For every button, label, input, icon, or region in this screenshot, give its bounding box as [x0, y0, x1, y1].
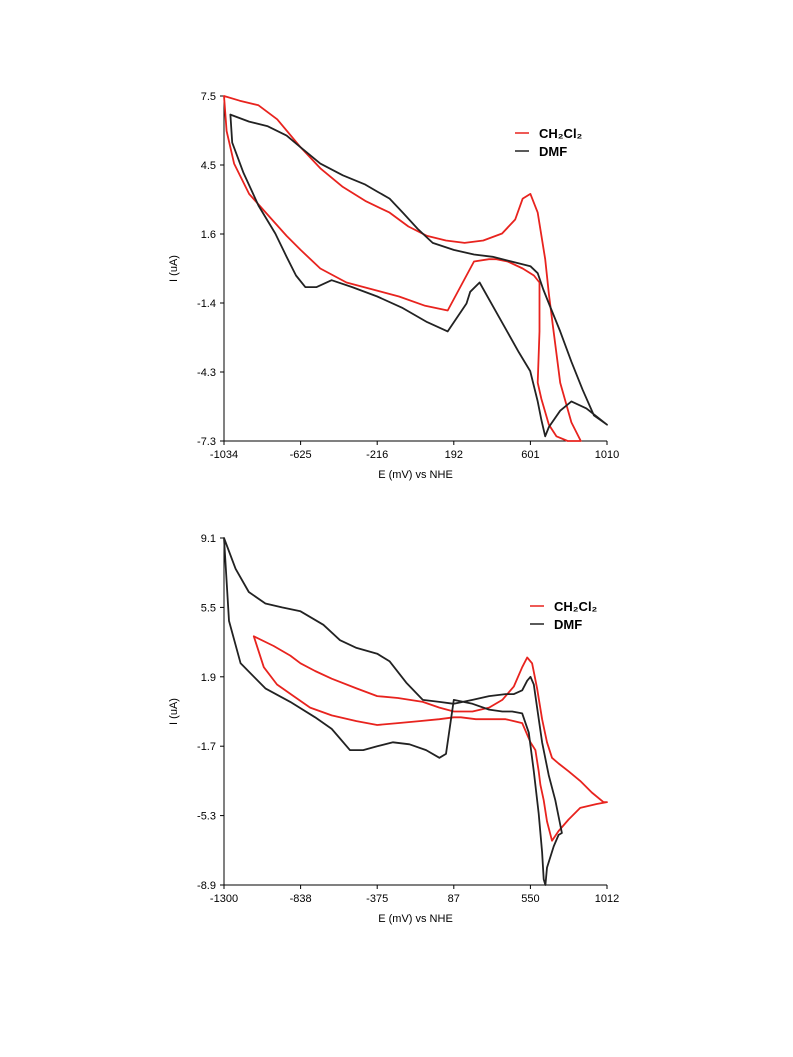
- series-line-ch2cl2: [252, 635, 608, 842]
- series-line-dmf: [229, 113, 608, 438]
- series-line-dmf: [223, 537, 563, 886]
- x-tick-label: -625: [290, 449, 312, 461]
- x-tick-label: -216: [366, 449, 388, 461]
- y-tick-label: -5.3: [197, 811, 216, 823]
- y-tick-label: -8.9: [197, 880, 216, 892]
- y-tick-label: 1.9: [201, 672, 216, 684]
- x-tick-label: 1010: [595, 449, 619, 461]
- y-tick-label: 9.1: [201, 533, 216, 545]
- x-tick-label: 601: [521, 449, 539, 461]
- x-tick-label: -838: [290, 893, 312, 905]
- x-tick-label: 550: [521, 893, 539, 905]
- legend-label: DMF: [539, 144, 567, 159]
- series-line-ch2cl2: [223, 95, 582, 442]
- legend-label: DMF: [554, 617, 582, 632]
- y-tick-label: -4.3: [197, 367, 216, 379]
- y-tick-label: 5.5: [201, 602, 216, 614]
- y-tick-label: 4.5: [201, 160, 216, 172]
- y-tick-label: -1.4: [197, 298, 216, 310]
- y-axis-title: I (uA): [168, 255, 180, 282]
- y-tick-label: -7.3: [197, 436, 216, 448]
- legend-label: CH₂Cl₂: [539, 126, 583, 141]
- x-axis-title: E (mV) vs NHE: [378, 469, 453, 481]
- x-tick-label: 87: [448, 893, 460, 905]
- x-tick-label: 1012: [595, 893, 619, 905]
- y-tick-label: -1.7: [197, 741, 216, 753]
- y-tick-label: 1.6: [201, 229, 216, 241]
- y-tick-label: 7.5: [201, 91, 216, 103]
- legend-label: CH₂Cl₂: [554, 599, 598, 614]
- x-axis-title: E (mV) vs NHE: [378, 913, 453, 925]
- y-axis-title: I (uA): [168, 698, 180, 725]
- x-tick-label: 192: [445, 449, 463, 461]
- x-tick-label: -375: [366, 893, 388, 905]
- x-tick-label: -1034: [210, 449, 238, 461]
- x-tick-label: -1300: [210, 893, 238, 905]
